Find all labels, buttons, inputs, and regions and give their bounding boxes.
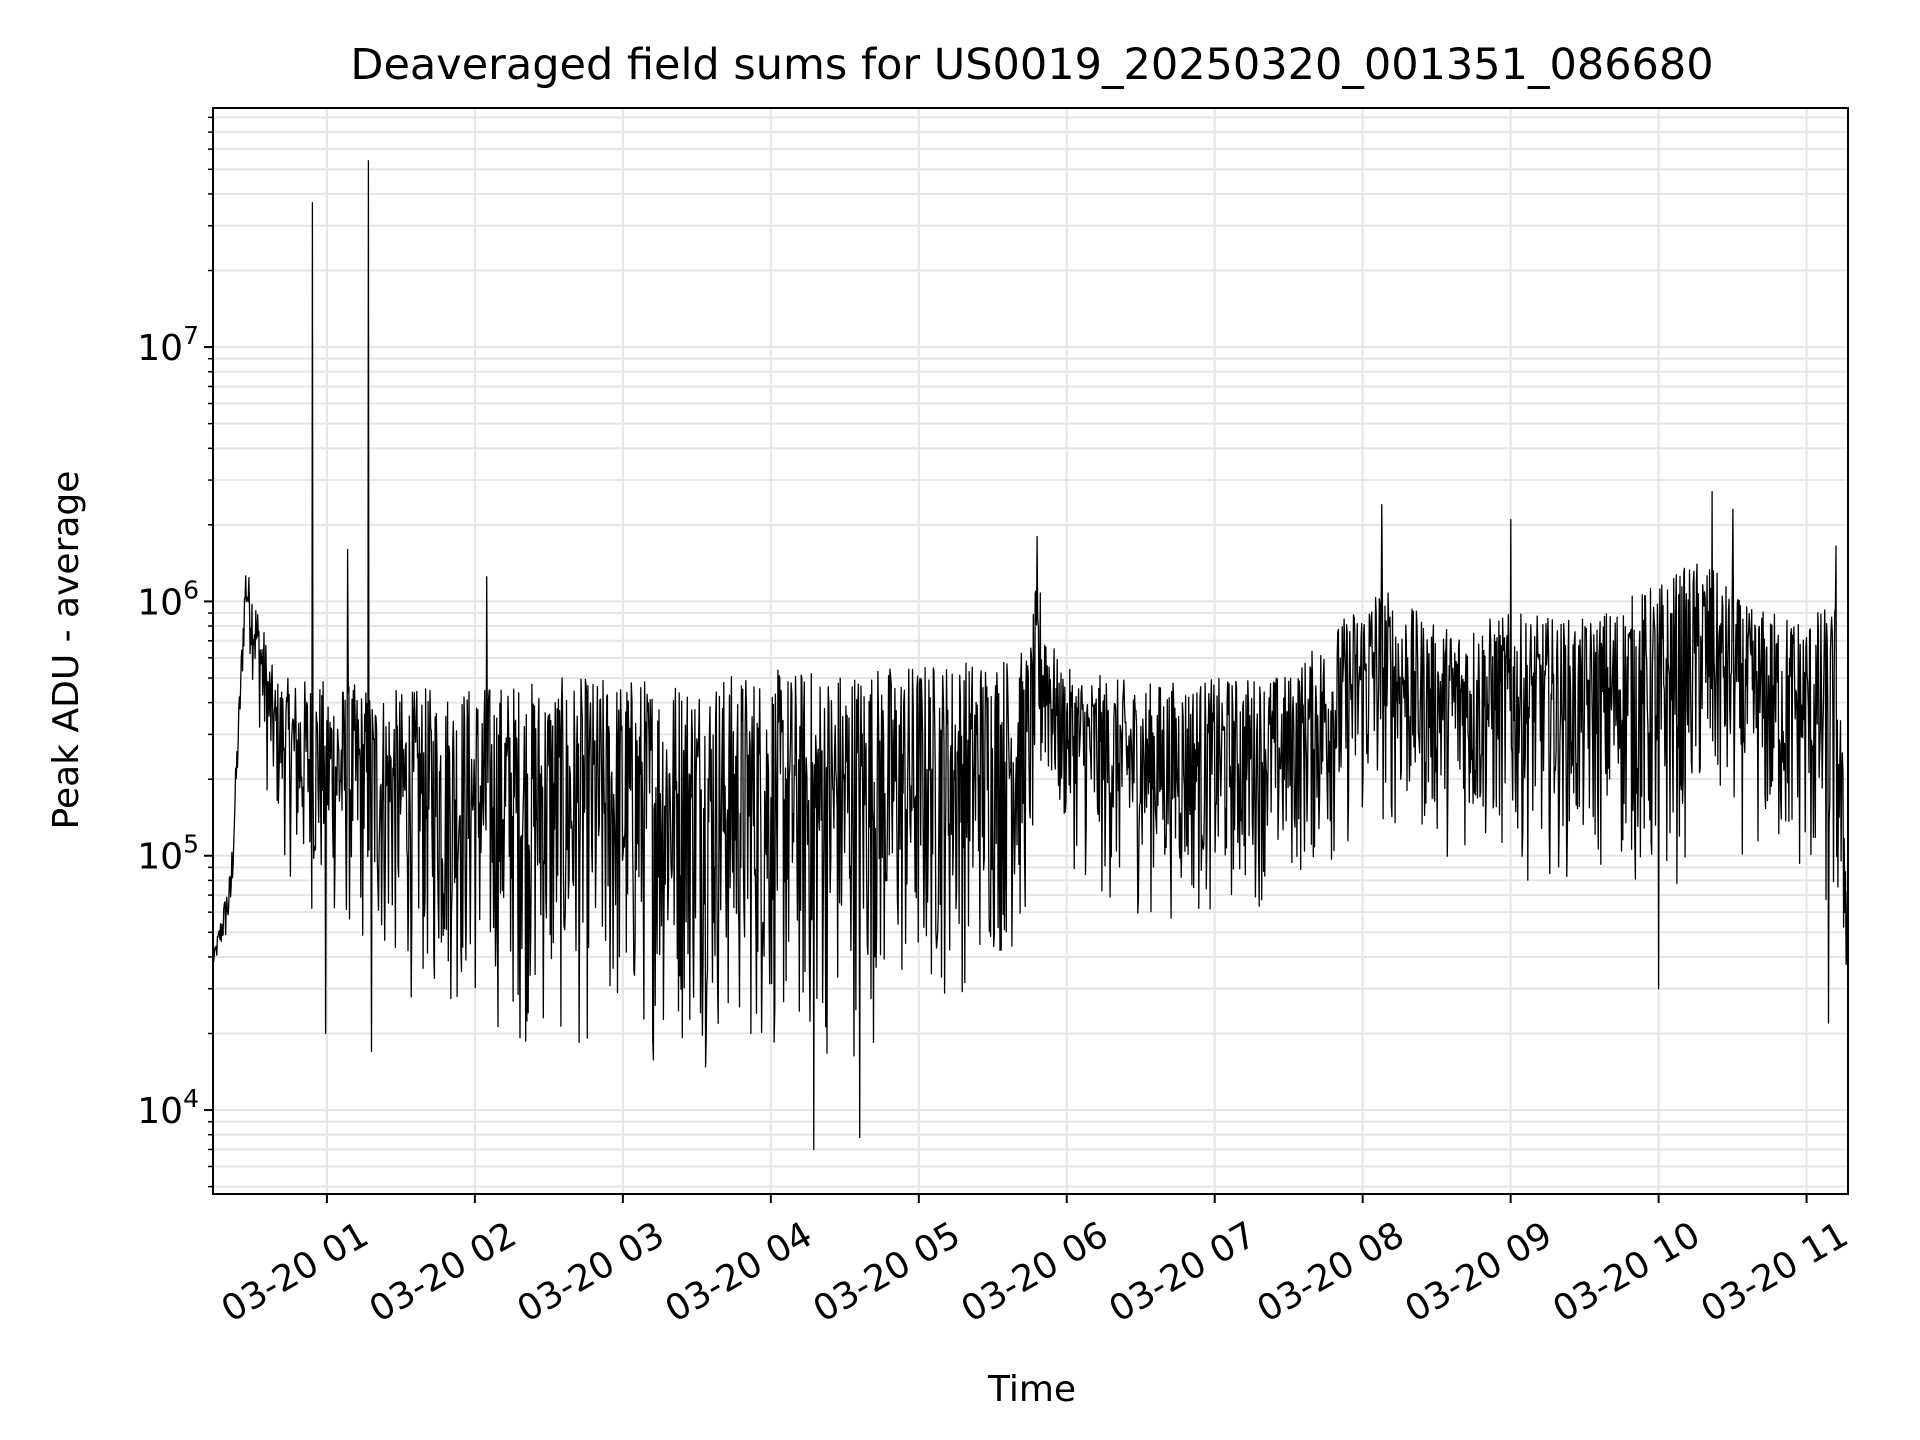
x-tick-label: 03-20 09 [1398, 1214, 1559, 1330]
y-axis-ticks: 104 105 106 107 [137, 116, 213, 1188]
y-tick-label: 104 [137, 1084, 199, 1132]
x-tick-label: 03-20 01 [215, 1214, 376, 1330]
x-tick-label: 03-20 06 [955, 1214, 1116, 1330]
series-line [212, 160, 1849, 1151]
plot-frame [212, 107, 1849, 1195]
x-tick-label: 03-20 10 [1546, 1214, 1707, 1330]
series-group [212, 160, 1849, 1151]
y-axis-label: Peak ADU - average [46, 471, 87, 830]
x-tick-label: 03-20 04 [659, 1214, 820, 1330]
y-tick-label: 105 [137, 830, 199, 878]
x-tick-label: 03-20 03 [511, 1214, 672, 1330]
x-tick-label: 03-20 02 [363, 1214, 524, 1330]
x-tick-label: 03-20 11 [1694, 1214, 1855, 1330]
chart-title: Deaveraged field sums for US0019_2025032… [350, 40, 1713, 90]
x-axis-label: Time [987, 1369, 1076, 1410]
y-tick-label: 106 [137, 575, 199, 623]
x-tick-label: 03-20 05 [807, 1214, 968, 1330]
x-tick-label: 03-20 08 [1251, 1214, 1412, 1330]
y-tick-label: 107 [137, 321, 199, 369]
x-tick-label: 03-20 07 [1103, 1214, 1264, 1330]
